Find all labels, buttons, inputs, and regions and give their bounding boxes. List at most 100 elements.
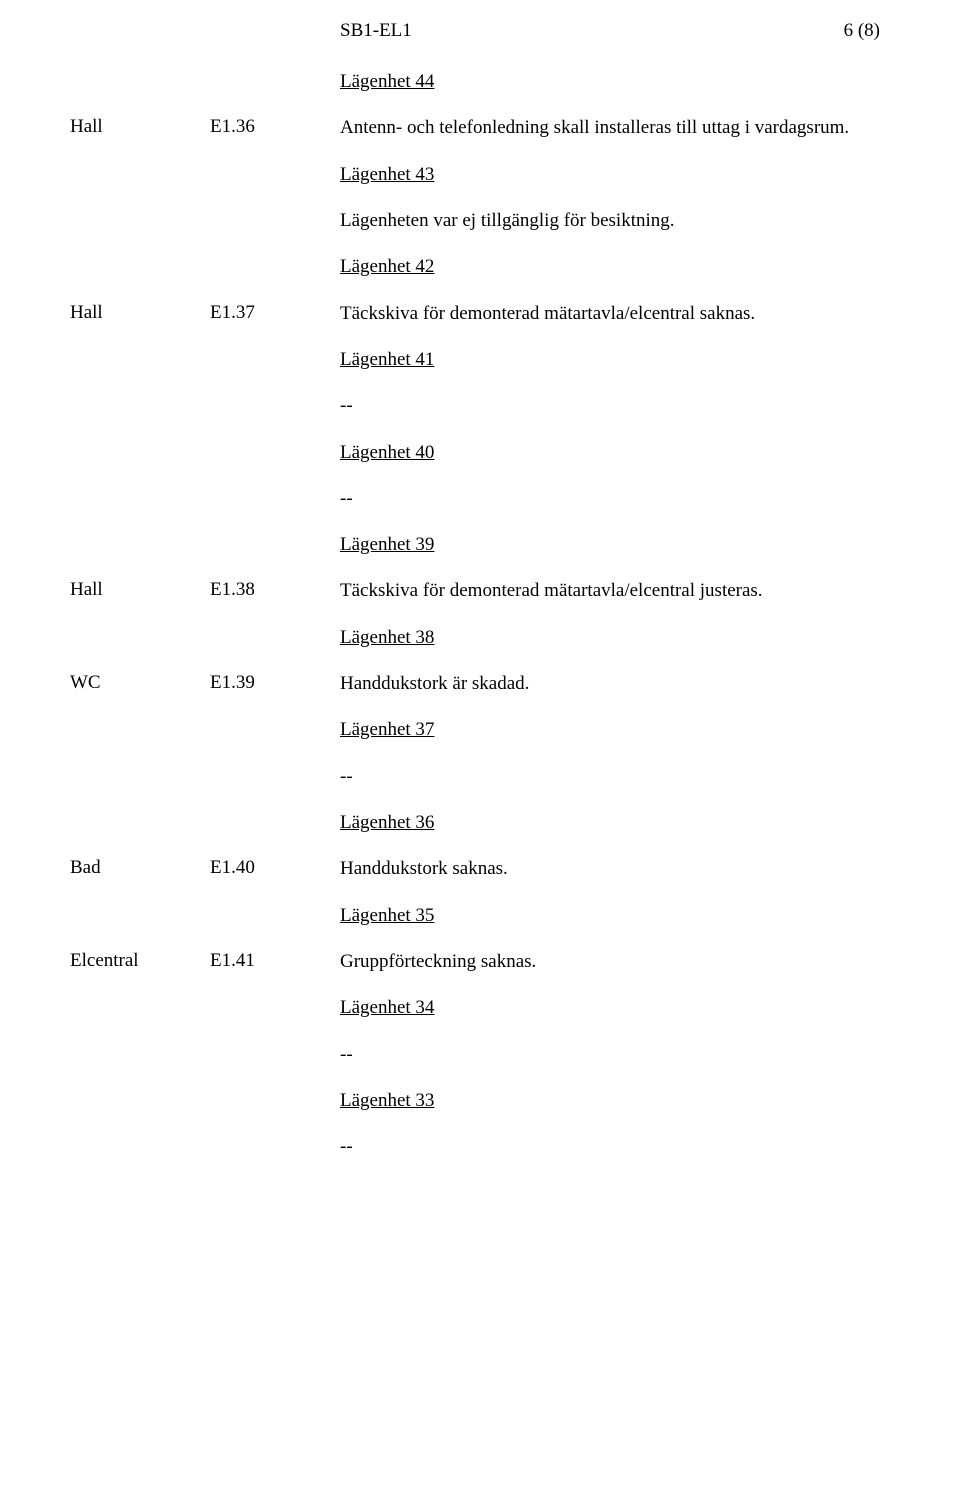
body-cell: -- bbox=[340, 487, 880, 511]
section-text: Lägenheten var ej tillgänglig för besikt… bbox=[340, 210, 675, 231]
section-row: Lägenhet 33 bbox=[70, 1089, 880, 1113]
section-block: Lägenhet 34 bbox=[70, 996, 880, 1020]
document-page: SB1-EL1 6 (8) Lägenhet 44HallE1.36Antenn… bbox=[0, 0, 960, 1499]
location-cell bbox=[70, 1043, 210, 1067]
id-cell bbox=[210, 348, 340, 372]
location-cell bbox=[70, 904, 210, 928]
body-cell: -- bbox=[340, 394, 880, 418]
section-row: -- bbox=[70, 487, 880, 511]
section-row: Lägenhet 34 bbox=[70, 996, 880, 1020]
section-row: -- bbox=[70, 765, 880, 789]
id-cell: E1.38 bbox=[210, 579, 340, 603]
location-cell bbox=[70, 765, 210, 789]
body-cell: Lägenhet 34 bbox=[340, 996, 880, 1020]
section-block: -- bbox=[70, 765, 880, 789]
id-cell bbox=[210, 765, 340, 789]
section-block: Lägenhet 41 bbox=[70, 348, 880, 372]
section-row: WCE1.39Handdukstork är skadad. bbox=[70, 672, 880, 696]
section-block: Lägenhet 33 bbox=[70, 1089, 880, 1113]
location-cell bbox=[70, 533, 210, 557]
body-cell: Lägenhet 42 bbox=[340, 255, 880, 279]
id-cell bbox=[210, 441, 340, 465]
section-row: Lägenhet 40 bbox=[70, 441, 880, 465]
section-heading: Lägenhet 39 bbox=[340, 534, 434, 555]
section-row: Lägenhet 41 bbox=[70, 348, 880, 372]
section-row: Lägenhet 37 bbox=[70, 718, 880, 742]
body-cell: Lägenhet 36 bbox=[340, 811, 880, 835]
section-text: Handdukstork saknas. bbox=[340, 858, 508, 879]
section-row: Lägenhet 43 bbox=[70, 163, 880, 187]
section-block: Lägenhet 37 bbox=[70, 718, 880, 742]
section-block: -- bbox=[70, 1135, 880, 1159]
location-cell: Hall bbox=[70, 579, 210, 603]
location-cell bbox=[70, 996, 210, 1020]
section-block: Lägenhet 39 bbox=[70, 533, 880, 557]
location-cell bbox=[70, 487, 210, 511]
id-cell bbox=[210, 811, 340, 835]
location-cell bbox=[70, 394, 210, 418]
section-block: Lägenhet 35 bbox=[70, 904, 880, 928]
location-cell bbox=[70, 163, 210, 187]
body-cell: Antenn- och telefonledning skall install… bbox=[340, 116, 880, 140]
id-cell: E1.40 bbox=[210, 857, 340, 881]
body-cell: -- bbox=[340, 765, 880, 789]
section-row: -- bbox=[70, 394, 880, 418]
section-text: -- bbox=[340, 766, 353, 787]
id-cell: E1.36 bbox=[210, 116, 340, 140]
body-cell: Lägenhet 35 bbox=[340, 904, 880, 928]
section-block: BadE1.40Handdukstork saknas. bbox=[70, 857, 880, 881]
location-cell bbox=[70, 255, 210, 279]
section-block: Lägenhet 43 bbox=[70, 163, 880, 187]
body-cell: -- bbox=[340, 1043, 880, 1067]
section-heading: Lägenhet 37 bbox=[340, 719, 434, 740]
location-cell: Hall bbox=[70, 116, 210, 140]
section-heading: Lägenhet 38 bbox=[340, 627, 434, 648]
section-row: HallE1.36Antenn- och telefonledning skal… bbox=[70, 116, 880, 140]
section-row: BadE1.40Handdukstork saknas. bbox=[70, 857, 880, 881]
section-block: Lägenhet 42 bbox=[70, 255, 880, 279]
id-cell: E1.37 bbox=[210, 302, 340, 326]
id-cell bbox=[210, 209, 340, 233]
location-cell bbox=[70, 441, 210, 465]
section-row: Lägenhet 38 bbox=[70, 626, 880, 650]
section-text: Handdukstork är skadad. bbox=[340, 673, 529, 694]
id-cell bbox=[210, 487, 340, 511]
body-cell: Lägenhet 43 bbox=[340, 163, 880, 187]
section-text: -- bbox=[340, 395, 353, 416]
section-row: Lägenhet 35 bbox=[70, 904, 880, 928]
location-cell bbox=[70, 70, 210, 94]
location-cell bbox=[70, 1135, 210, 1159]
section-block: ElcentralE1.41Gruppförteckning saknas. bbox=[70, 950, 880, 974]
section-row: -- bbox=[70, 1135, 880, 1159]
id-cell bbox=[210, 1135, 340, 1159]
section-heading: Lägenhet 41 bbox=[340, 349, 434, 370]
id-cell bbox=[210, 904, 340, 928]
body-cell: Lägenhet 37 bbox=[340, 718, 880, 742]
section-row: ElcentralE1.41Gruppförteckning saknas. bbox=[70, 950, 880, 974]
location-cell: Elcentral bbox=[70, 950, 210, 974]
location-cell: WC bbox=[70, 672, 210, 696]
section-row: HallE1.37Täckskiva för demonterad mätart… bbox=[70, 302, 880, 326]
section-heading: Lägenhet 40 bbox=[340, 442, 434, 463]
section-row: Lägenhet 42 bbox=[70, 255, 880, 279]
section-row: -- bbox=[70, 1043, 880, 1067]
body-cell: Täckskiva för demonterad mätartavla/elce… bbox=[340, 302, 880, 326]
section-text: -- bbox=[340, 1136, 353, 1157]
section-block: Lägenheten var ej tillgänglig för besikt… bbox=[70, 209, 880, 233]
section-block: -- bbox=[70, 1043, 880, 1067]
id-cell: E1.41 bbox=[210, 950, 340, 974]
section-text: Gruppförteckning saknas. bbox=[340, 951, 536, 972]
page-number: 6 (8) bbox=[844, 20, 880, 42]
body-cell: Lägenhet 41 bbox=[340, 348, 880, 372]
location-cell bbox=[70, 348, 210, 372]
section-row: Lägenhet 44 bbox=[70, 70, 880, 94]
section-block: -- bbox=[70, 394, 880, 418]
body-cell: -- bbox=[340, 1135, 880, 1159]
body-cell: Lägenhet 40 bbox=[340, 441, 880, 465]
section-heading: Lägenhet 33 bbox=[340, 1090, 434, 1111]
id-cell bbox=[210, 533, 340, 557]
body-cell: Lägenhet 38 bbox=[340, 626, 880, 650]
section-heading: Lägenhet 35 bbox=[340, 905, 434, 926]
id-cell bbox=[210, 255, 340, 279]
section-heading: Lägenhet 44 bbox=[340, 71, 434, 92]
